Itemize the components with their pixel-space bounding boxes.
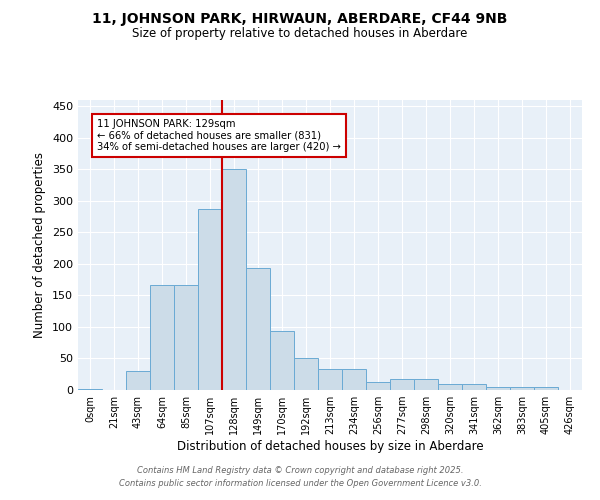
Bar — [342, 369, 366, 390]
Text: 11 JOHNSON PARK: 129sqm
← 66% of detached houses are smaller (831)
34% of semi-d: 11 JOHNSON PARK: 129sqm ← 66% of detache… — [97, 119, 341, 152]
Text: Size of property relative to detached houses in Aberdare: Size of property relative to detached ho… — [133, 28, 467, 40]
Bar — [126, 371, 150, 390]
Bar — [246, 268, 270, 390]
Bar — [366, 382, 390, 390]
Bar — [318, 369, 342, 390]
Y-axis label: Number of detached properties: Number of detached properties — [34, 152, 46, 338]
Bar — [270, 332, 294, 390]
Bar — [438, 384, 462, 390]
Bar — [510, 387, 534, 390]
Bar — [486, 387, 510, 390]
Bar — [222, 170, 246, 390]
X-axis label: Distribution of detached houses by size in Aberdare: Distribution of detached houses by size … — [176, 440, 484, 453]
Bar — [462, 384, 486, 390]
Bar — [174, 286, 198, 390]
Bar — [78, 388, 102, 390]
Bar — [390, 378, 414, 390]
Bar — [534, 387, 558, 390]
Text: Contains HM Land Registry data © Crown copyright and database right 2025.
Contai: Contains HM Land Registry data © Crown c… — [119, 466, 481, 487]
Bar — [198, 209, 222, 390]
Text: 11, JOHNSON PARK, HIRWAUN, ABERDARE, CF44 9NB: 11, JOHNSON PARK, HIRWAUN, ABERDARE, CF4… — [92, 12, 508, 26]
Bar — [414, 378, 438, 390]
Bar — [294, 358, 318, 390]
Bar — [150, 286, 174, 390]
